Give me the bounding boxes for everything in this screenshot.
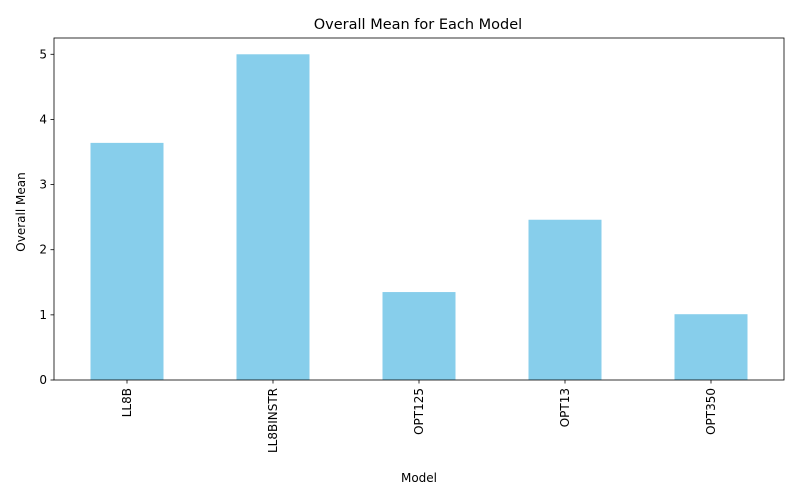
bar-ll8binstr [236, 54, 310, 381]
y-tick-label: 3 [39, 178, 47, 192]
y-tick-label: 1 [39, 308, 47, 322]
x-tick-label: LL8B [120, 388, 134, 417]
x-tick-label: OPT13 [558, 388, 572, 427]
y-tick-label: 5 [39, 47, 47, 61]
bar-ll8b [90, 142, 164, 380]
x-axis-label: Model [401, 471, 437, 485]
x-tick-label: LL8BINSTR [266, 388, 280, 453]
x-tick-label: OPT350 [704, 388, 718, 435]
y-tick-label: 4 [39, 112, 47, 126]
y-axis: 0 1 2 3 4 5 [39, 47, 54, 387]
y-tick-label: 2 [39, 243, 47, 257]
bar-opt350 [674, 314, 748, 380]
bar-opt13 [528, 219, 602, 380]
x-axis: LL8B LL8BINSTR OPT125 OPT13 OPT350 [120, 380, 718, 453]
plot-frame [53, 37, 785, 381]
y-tick-label: 0 [39, 373, 47, 387]
y-axis-label: Overall Mean [14, 172, 28, 251]
bar-opt125 [382, 292, 456, 380]
bars-layer [90, 54, 748, 381]
chart-title: Overall Mean for Each Model [314, 17, 522, 33]
x-tick-label: OPT125 [412, 388, 426, 435]
